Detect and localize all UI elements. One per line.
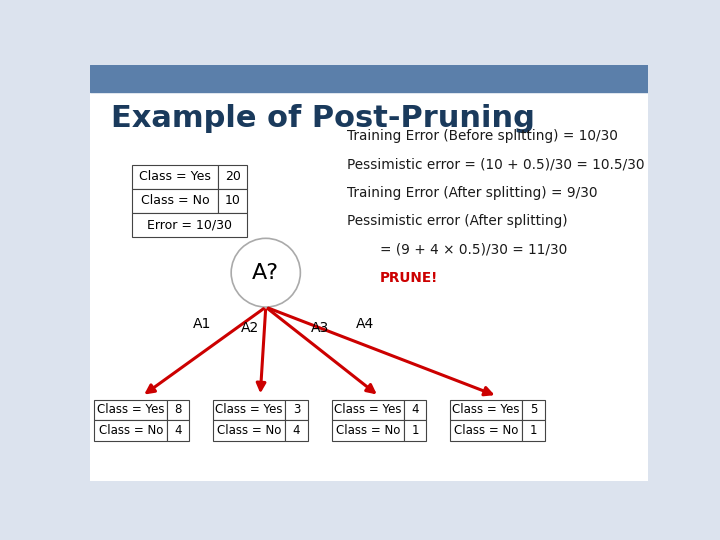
Text: Class = No: Class = No [454,424,518,437]
Text: A?: A? [252,262,279,283]
FancyBboxPatch shape [218,165,248,188]
FancyBboxPatch shape [285,420,307,441]
FancyBboxPatch shape [167,420,189,441]
Text: Class = Yes: Class = Yes [139,170,211,183]
Text: Class = Yes: Class = Yes [334,403,402,416]
FancyBboxPatch shape [132,188,218,213]
Text: 10: 10 [225,194,240,207]
Text: A4: A4 [356,318,374,332]
Bar [90,65,648,92]
Text: Class = No: Class = No [217,424,282,437]
Text: 3: 3 [293,403,300,416]
Text: 8: 8 [174,403,182,416]
FancyBboxPatch shape [218,188,248,213]
Text: Class = No: Class = No [336,424,400,437]
FancyBboxPatch shape [213,420,285,441]
FancyBboxPatch shape [285,400,307,420]
Text: Class = Yes: Class = Yes [215,403,283,416]
FancyBboxPatch shape [132,213,248,237]
Text: Class = Yes: Class = Yes [97,403,164,416]
FancyBboxPatch shape [132,165,218,188]
Text: Error = 10/30: Error = 10/30 [147,218,232,231]
FancyBboxPatch shape [94,420,167,441]
Text: 1: 1 [530,424,537,437]
Text: 4: 4 [174,424,182,437]
Text: Training Error (After splitting) = 9/30: Training Error (After splitting) = 9/30 [347,186,597,200]
FancyBboxPatch shape [523,400,545,420]
Text: A1: A1 [193,318,211,332]
Text: Class = No: Class = No [99,424,163,437]
Text: A2: A2 [240,321,258,335]
Text: 4: 4 [293,424,300,437]
Text: 1: 1 [412,424,419,437]
Text: Example of Post-Pruning: Example of Post-Pruning [111,104,535,133]
Text: 4: 4 [412,403,419,416]
Text: Class = No: Class = No [141,194,210,207]
FancyBboxPatch shape [167,400,189,420]
Text: Pessimistic error (After splitting): Pessimistic error (After splitting) [347,214,567,228]
Text: Class = Yes: Class = Yes [452,403,520,416]
FancyBboxPatch shape [450,420,523,441]
FancyBboxPatch shape [213,400,285,420]
Text: = (9 + 4 × 0.5)/30 = 11/30: = (9 + 4 × 0.5)/30 = 11/30 [380,242,567,256]
FancyBboxPatch shape [332,400,404,420]
FancyBboxPatch shape [94,400,167,420]
Text: Pessimistic error = (10 + 0.5)/30 = 10.5/30: Pessimistic error = (10 + 0.5)/30 = 10.5… [347,158,644,172]
FancyBboxPatch shape [332,420,404,441]
Text: 5: 5 [530,403,537,416]
Text: A3: A3 [311,321,329,335]
FancyBboxPatch shape [450,400,523,420]
Text: Training Error (Before splitting) = 10/30: Training Error (Before splitting) = 10/3… [347,129,618,143]
FancyBboxPatch shape [404,400,426,420]
Text: 20: 20 [225,170,240,183]
Text: PRUNE!: PRUNE! [380,271,438,285]
FancyBboxPatch shape [523,420,545,441]
FancyBboxPatch shape [404,420,426,441]
